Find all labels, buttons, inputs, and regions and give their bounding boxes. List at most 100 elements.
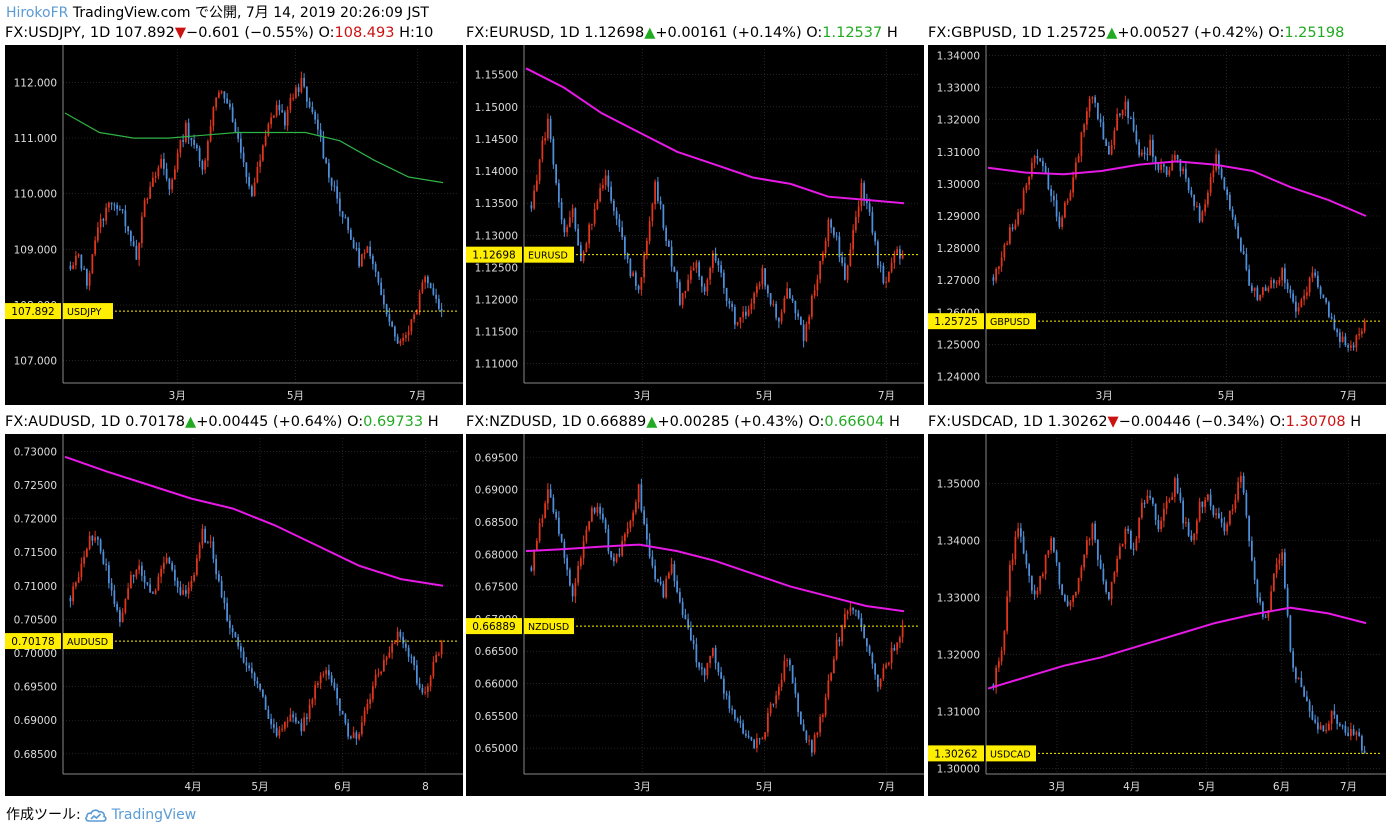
- candle: [74, 581, 77, 590]
- candle: [426, 274, 429, 289]
- candlestick-chart[interactable]: 0.68500 0.69000 0.69500 0.70000 0.70500 0.710…: [5, 434, 463, 796]
- candle: [168, 177, 171, 196]
- chart-panel-gbpusd[interactable]: FX:GBPUSD, 1D 1.25725▲+0.00527 (+0.42%) …: [928, 23, 1386, 405]
- timeframe[interactable]: 1D: [1021, 25, 1042, 41]
- candle: [579, 555, 582, 570]
- candle: [1074, 157, 1077, 180]
- candlestick-chart[interactable]: 1.240001.250001.260001.270001.280001.290…: [928, 45, 1386, 405]
- candle: [250, 662, 253, 679]
- candle: [874, 230, 877, 246]
- candle: [1072, 594, 1075, 607]
- last-price-value: 1.25725: [934, 316, 977, 328]
- candle: [1025, 550, 1028, 569]
- candle: [1008, 560, 1011, 603]
- candle: [437, 651, 440, 657]
- symbol[interactable]: FX:AUDUSD: [5, 414, 91, 430]
- candle: [228, 99, 231, 110]
- candle: [827, 674, 830, 700]
- candle: [127, 225, 130, 235]
- candle: [1275, 557, 1278, 579]
- candle: [1080, 131, 1083, 162]
- candle: [124, 204, 127, 234]
- candle: [358, 731, 361, 741]
- candle: [703, 667, 706, 682]
- candle: [659, 576, 662, 586]
- timeframe[interactable]: 1D: [89, 25, 111, 41]
- candle: [541, 514, 544, 528]
- x-tick-label: 7月: [1340, 390, 1357, 402]
- candle: [1193, 532, 1196, 545]
- last-price-value: 0.70178: [11, 636, 54, 648]
- candle: [366, 698, 369, 715]
- y-tick-label: 1.27000: [937, 275, 980, 287]
- candlestick-chart[interactable]: 1.30000 1.31000 1.32000 1.33000 1.34000 1.350…: [928, 434, 1386, 796]
- symbol[interactable]: FX:EURUSD: [466, 25, 550, 41]
- candle: [1206, 189, 1209, 208]
- candle: [1195, 201, 1198, 208]
- timeframe[interactable]: 1D: [559, 25, 580, 41]
- last-price-value: 0.66889: [472, 621, 515, 633]
- candle: [1215, 148, 1218, 173]
- timeframe[interactable]: 1D: [561, 414, 582, 430]
- candle: [113, 202, 116, 211]
- candlestick-chart[interactable]: 1.11000 1.11500 1.12000 1.12500 1.13000 1.135…: [466, 45, 924, 405]
- candle: [1107, 141, 1110, 155]
- footer-brand[interactable]: TradingView: [111, 807, 197, 823]
- y-tick-label: 1.31000: [937, 147, 980, 159]
- symbol[interactable]: FX:NZDUSD: [466, 414, 553, 430]
- chart-panel-nzdusd[interactable]: FX:NZDUSD, 1D 0.66889▲+0.00285 (+0.43%) …: [466, 412, 924, 796]
- candle: [440, 302, 443, 318]
- candle: [676, 575, 679, 594]
- candle: [358, 242, 361, 269]
- symbol[interactable]: FX:USDCAD: [928, 414, 1014, 430]
- candle: [1140, 498, 1143, 520]
- y-tick-label: 0.70000: [14, 648, 57, 660]
- timeframe[interactable]: 1D: [1022, 414, 1043, 430]
- candle: [333, 678, 336, 691]
- candle: [626, 521, 629, 538]
- candle: [890, 641, 893, 670]
- candle: [363, 706, 366, 726]
- candle: [1165, 166, 1168, 178]
- candle: [382, 288, 385, 309]
- candle: [830, 672, 833, 682]
- candle: [1077, 153, 1080, 163]
- candle: [898, 245, 901, 265]
- chart-panel-audusd[interactable]: FX:AUDUSD, 1D 0.70178▲+0.00445 (+0.64%) …: [5, 412, 463, 796]
- candle: [297, 83, 300, 97]
- symbol[interactable]: FX:GBPUSD: [928, 25, 1013, 41]
- author-name[interactable]: HirokoFR: [6, 5, 69, 21]
- candle: [195, 554, 198, 577]
- candle: [1311, 705, 1314, 721]
- y-tick-label: 1.11500: [475, 327, 518, 339]
- candlestick-chart[interactable]: 107.000108.000109.000110.000111.000112.0…: [5, 45, 463, 405]
- candle: [107, 561, 110, 589]
- candle: [632, 509, 635, 527]
- candle: [1201, 209, 1204, 223]
- tradingview-cloud-icon: [85, 809, 107, 822]
- candle: [1347, 343, 1350, 352]
- chart-panel-usdcad[interactable]: FX:USDCAD, 1D 1.30262▼−0.00446 (−0.34%) …: [928, 412, 1386, 796]
- candle: [72, 262, 75, 270]
- candle: [882, 663, 885, 682]
- candle: [341, 710, 344, 715]
- timeframe[interactable]: 1D: [100, 414, 121, 430]
- candle: [574, 578, 577, 604]
- candle: [1330, 710, 1333, 731]
- candle: [281, 724, 284, 733]
- y-tick-label: 1.13500: [475, 198, 518, 210]
- down-arrow-icon: ▼: [174, 25, 187, 41]
- x-tick-label: 8: [422, 781, 429, 793]
- candlestick-chart[interactable]: 0.650000.655000.660000.665000.670000.675…: [466, 434, 924, 796]
- chart-panel-eurusd[interactable]: FX:EURUSD, 1D 1.12698▲+0.00161 (+0.14%) …: [466, 23, 924, 405]
- symbol[interactable]: FX:USDJPY: [5, 25, 81, 41]
- candle: [1344, 721, 1347, 736]
- candle: [568, 210, 571, 228]
- candle: [1267, 285, 1270, 293]
- candle: [396, 627, 399, 646]
- chart-panel-usdjpy[interactable]: FX:USDJPY, 1D 107.892▼−0.601 (−0.55%) O:…: [5, 23, 463, 405]
- y-tick-label: 0.65000: [475, 743, 518, 755]
- candle: [308, 698, 311, 722]
- candle: [297, 720, 300, 724]
- symbol-badge: [524, 618, 574, 635]
